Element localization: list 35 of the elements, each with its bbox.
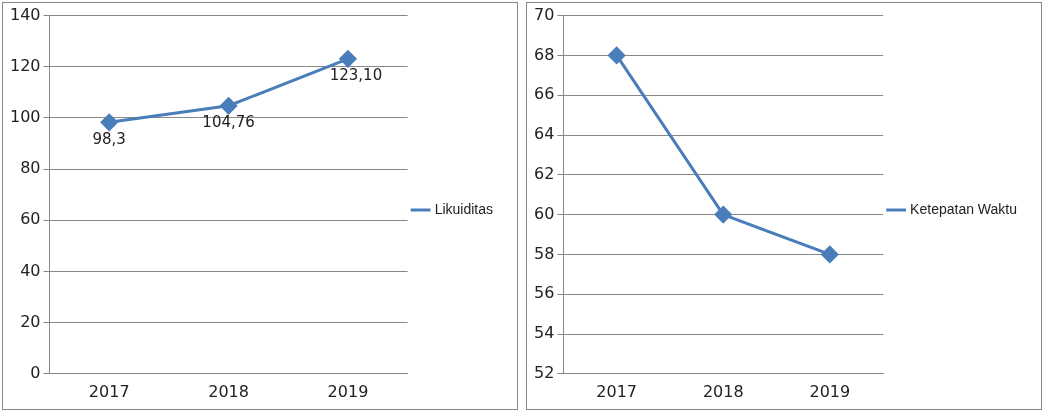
x-tick-label: 2017 [596, 381, 638, 401]
point [714, 206, 732, 224]
y-tick-label: 70 [534, 4, 555, 24]
y-tick-label: 20 [20, 311, 41, 331]
legend-label: Ketepatan Waktu [910, 200, 1018, 217]
data-label: 98,3 [92, 129, 126, 148]
y-tick-label: 60 [20, 209, 41, 229]
point [220, 97, 238, 115]
y-tick-label: 52 [534, 362, 555, 382]
y-tick-label: 68 [534, 44, 555, 64]
y-tick-label: 140 [9, 4, 41, 24]
y-tick-label: 60 [534, 203, 555, 223]
data-label: 123,10 [329, 66, 383, 85]
x-tick-label: 2018 [208, 381, 249, 401]
point [339, 50, 357, 68]
y-tick-label: 120 [9, 55, 41, 75]
y-tick-label: 80 [20, 158, 41, 178]
x-tick-label: 2017 [88, 381, 130, 401]
y-tick-label: 56 [534, 283, 555, 303]
x-tick-label: 2019 [809, 381, 851, 401]
y-tick-label: 40 [20, 260, 41, 280]
y-tick-label: 58 [534, 243, 555, 263]
y-tick-label: 64 [534, 124, 555, 144]
data-label: 104,76 [202, 113, 255, 132]
x-tick-label: 2019 [327, 381, 369, 401]
y-tick-label: 54 [534, 323, 555, 343]
y-tick-label: 66 [534, 84, 555, 104]
y-tick-label: 0 [30, 362, 41, 382]
point [608, 46, 626, 64]
y-tick-label: 100 [9, 107, 41, 127]
y-tick-label: 62 [534, 163, 555, 183]
legend-label: Likuiditas [434, 200, 494, 217]
point [100, 113, 118, 131]
point [821, 245, 839, 263]
x-tick-label: 2018 [702, 381, 744, 401]
